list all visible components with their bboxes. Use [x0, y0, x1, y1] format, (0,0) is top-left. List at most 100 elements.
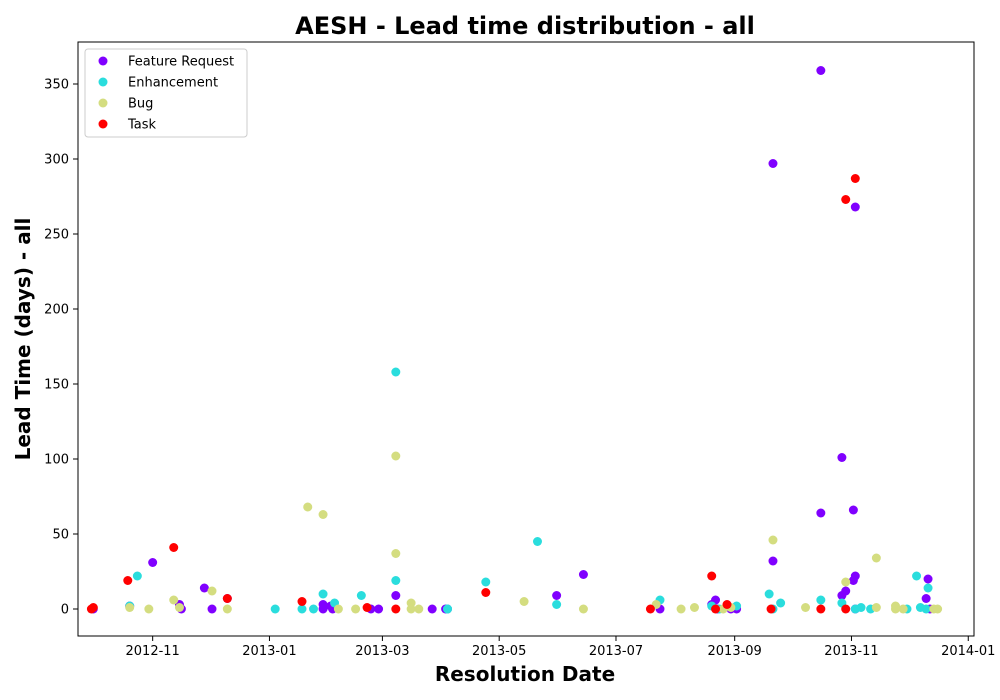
data-point-bug — [768, 535, 778, 545]
data-point-task — [88, 603, 98, 612]
y-tick-label: 250 — [44, 228, 69, 243]
y-tick-label: 150 — [44, 378, 69, 393]
data-point-task — [711, 604, 721, 614]
data-point-task — [841, 604, 851, 614]
data-point-bug — [222, 604, 232, 614]
data-point-feature-request — [207, 604, 217, 614]
data-point-bug — [303, 502, 313, 512]
data-point-task — [850, 174, 860, 183]
data-point-enhancement — [308, 604, 318, 614]
data-point-feature-request — [816, 508, 826, 518]
data-point-feature-request — [837, 453, 847, 462]
data-point-feature-request — [318, 604, 328, 614]
legend-marker-feature-request — [98, 56, 108, 66]
x-tick-label: 2013-11 — [824, 644, 878, 659]
data-point-bug — [351, 604, 361, 614]
data-point-feature-request — [816, 66, 826, 75]
data-point-feature-request — [921, 594, 931, 603]
data-point-feature-request — [841, 586, 851, 596]
data-point-enhancement — [921, 604, 931, 614]
x-axis-label: Resolution Date — [435, 662, 615, 686]
data-point-feature-request — [923, 574, 933, 584]
data-point-bug — [933, 604, 943, 614]
data-point-enhancement — [391, 367, 401, 377]
data-point-bug — [406, 604, 416, 614]
data-point-task — [841, 195, 851, 204]
data-point-bug — [841, 577, 851, 587]
data-point-enhancement — [856, 603, 866, 612]
x-tick-label: 2013-01 — [242, 644, 296, 659]
data-point-task — [362, 603, 372, 612]
data-point-enhancement — [270, 604, 280, 614]
legend-box — [84, 48, 248, 138]
data-point-feature-request — [768, 556, 778, 566]
data-point-bug — [207, 586, 217, 596]
x-tick-label: 2013-05 — [472, 644, 526, 659]
legend-marker-task — [98, 119, 108, 129]
x-tick-label: 2012-11 — [126, 644, 180, 659]
data-points — [86, 66, 943, 614]
chart-title: AESH - Lead time distribution - all — [295, 12, 755, 40]
data-point-feature-request — [427, 604, 437, 614]
series-feature-request — [88, 66, 935, 614]
data-point-feature-request — [848, 505, 858, 515]
data-point-feature-request — [374, 604, 384, 614]
data-point-enhancement — [923, 583, 933, 593]
data-point-bug — [676, 604, 686, 614]
data-point-task — [123, 576, 133, 585]
data-point-enhancement — [132, 571, 142, 581]
data-point-enhancement — [297, 604, 307, 614]
data-point-task — [766, 604, 776, 614]
legend-marker-enhancement — [98, 77, 108, 87]
data-point-task — [645, 604, 655, 614]
data-point-enhancement — [532, 537, 542, 546]
x-tick-label: 2013-03 — [355, 644, 409, 659]
data-point-enhancement — [356, 591, 366, 600]
y-axis-label: Lead Time (days) - all — [11, 218, 35, 461]
data-point-enhancement — [776, 598, 786, 608]
legend-label-bug: Bug — [128, 97, 153, 112]
legend-label-task: Task — [127, 118, 157, 133]
data-point-bug — [125, 603, 135, 612]
data-point-feature-request — [768, 159, 778, 168]
y-tick-label: 0 — [61, 603, 69, 618]
y-tick-label: 100 — [44, 453, 69, 468]
plot-frame — [77, 41, 975, 637]
legend: Feature Request Enhancement Bug Task — [84, 48, 248, 138]
data-point-task — [707, 571, 717, 581]
data-point-task — [816, 604, 826, 614]
x-tick-label: 2013-09 — [708, 644, 762, 659]
data-point-feature-request — [148, 558, 158, 567]
data-point-bug — [333, 604, 343, 614]
data-point-feature-request — [391, 591, 401, 600]
y-tick-label: 350 — [44, 78, 69, 93]
x-tick-label: 2013-07 — [589, 644, 643, 659]
legend-label-feature-request: Feature Request — [128, 55, 234, 70]
data-point-bug — [519, 597, 529, 606]
data-point-enhancement — [318, 589, 328, 599]
data-point-bug — [174, 603, 184, 612]
x-tick-label: 2014-01 — [941, 644, 995, 659]
data-point-task — [722, 600, 732, 609]
data-point-task — [169, 543, 179, 552]
data-point-task — [297, 597, 307, 606]
data-point-feature-request — [848, 576, 858, 585]
data-point-enhancement — [816, 595, 826, 605]
data-point-bug — [578, 604, 588, 614]
series-enhancement — [125, 367, 933, 614]
data-point-bug — [891, 604, 901, 614]
data-point-bug — [414, 604, 424, 614]
data-point-bug — [871, 603, 881, 612]
data-point-enhancement — [443, 604, 453, 614]
y-tick-label: 300 — [44, 153, 69, 168]
data-point-bug — [391, 451, 401, 461]
legend-marker-bug — [98, 98, 108, 108]
x-axis-ticks: 2012-11 2013-01 2013-03 2013-05 2013-07 2013-… — [126, 636, 995, 659]
legend-label-enhancement: Enhancement — [128, 76, 218, 91]
y-axis-ticks: 0 50 100 150 200 250 300 350 — [44, 78, 78, 618]
data-point-task — [481, 588, 491, 597]
y-tick-label: 200 — [44, 303, 69, 318]
series-bug — [125, 451, 943, 614]
data-point-enhancement — [912, 571, 922, 581]
